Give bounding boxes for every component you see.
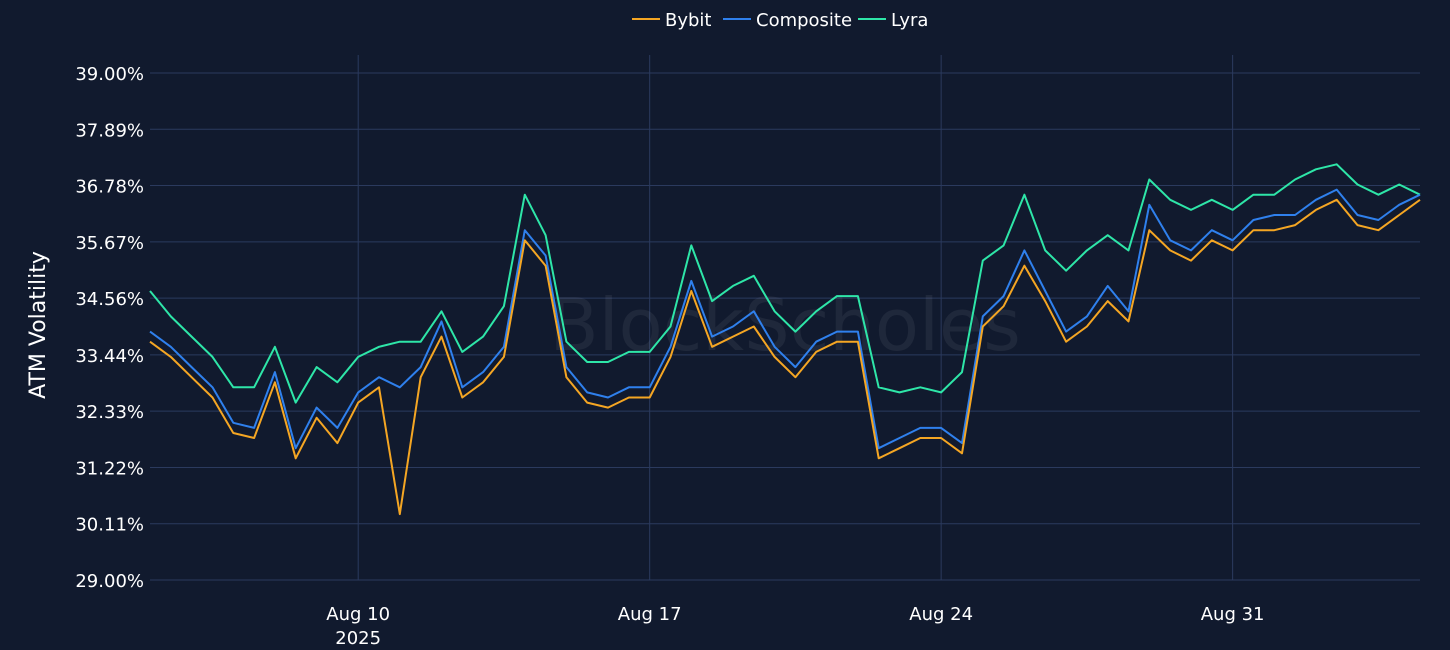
y-tick-label: 29.00% bbox=[75, 571, 144, 592]
y-tick-label: 34.56% bbox=[75, 289, 144, 310]
legend-label: Composite bbox=[756, 10, 852, 31]
legend-label: Bybit bbox=[665, 10, 712, 31]
legend-label: Lyra bbox=[891, 10, 928, 31]
legend[interactable]: Bybit Composite Lyra bbox=[632, 10, 928, 31]
series-line-lyra bbox=[149, 163, 1421, 404]
gridlines bbox=[150, 55, 1420, 581]
series-lines bbox=[149, 163, 1421, 516]
x-tick-label: Aug 10 bbox=[326, 604, 390, 625]
x-tick-label: Aug 31 bbox=[1201, 604, 1265, 625]
x-axis-ticks: Aug 10 2025 Aug 17 Aug 24 Aug 31 bbox=[326, 604, 1264, 649]
y-tick-label: 32.33% bbox=[75, 402, 144, 423]
legend-item-composite[interactable]: Composite bbox=[723, 10, 852, 31]
series-line-composite bbox=[149, 188, 1421, 450]
y-tick-label: 31.22% bbox=[75, 458, 144, 479]
x-tick-label: Aug 24 bbox=[909, 604, 973, 625]
y-axis-label: ATM Volatility bbox=[26, 251, 51, 399]
x-tick-label: Aug 17 bbox=[618, 604, 682, 625]
series-line-bybit bbox=[149, 198, 1421, 516]
y-tick-label: 30.11% bbox=[75, 515, 144, 536]
legend-item-lyra[interactable]: Lyra bbox=[858, 10, 928, 31]
y-tick-label: 35.67% bbox=[75, 233, 144, 254]
x-tick-year-label: 2025 bbox=[335, 628, 381, 649]
y-axis-ticks: 29.00% 30.11% 31.22% 32.33% 33.44% 34.56% 35.6… bbox=[75, 64, 144, 592]
legend-item-bybit[interactable]: Bybit bbox=[632, 10, 712, 31]
watermark: BlockScholes bbox=[549, 283, 1021, 367]
y-tick-label: 37.89% bbox=[75, 120, 144, 141]
y-tick-label: 39.00% bbox=[75, 64, 144, 85]
y-tick-label: 33.44% bbox=[75, 346, 144, 367]
y-tick-label: 36.78% bbox=[75, 177, 144, 198]
